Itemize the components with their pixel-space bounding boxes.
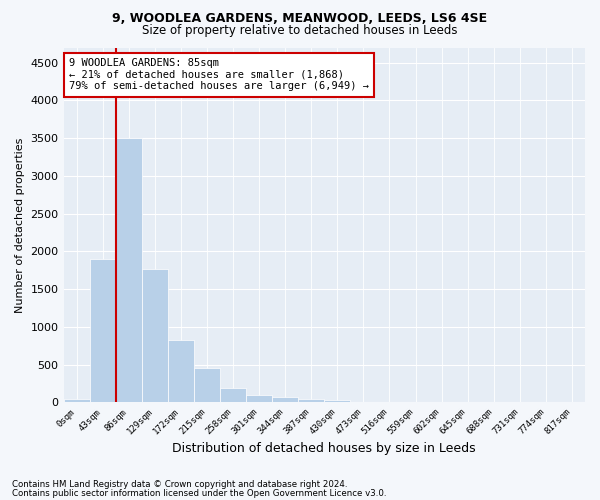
Text: Size of property relative to detached houses in Leeds: Size of property relative to detached ho… [142,24,458,37]
Text: Contains HM Land Registry data © Crown copyright and database right 2024.: Contains HM Land Registry data © Crown c… [12,480,347,489]
Bar [298,399,324,402]
Text: 9 WOODLEA GARDENS: 85sqm
← 21% of detached houses are smaller (1,868)
79% of sem: 9 WOODLEA GARDENS: 85sqm ← 21% of detach… [69,58,369,92]
Bar [272,397,298,402]
Y-axis label: Number of detached properties: Number of detached properties [15,138,25,312]
Bar [89,259,116,402]
Text: Contains public sector information licensed under the Open Government Licence v3: Contains public sector information licen… [12,489,386,498]
Bar [168,340,194,402]
Bar [64,398,89,402]
X-axis label: Distribution of detached houses by size in Leeds: Distribution of detached houses by size … [172,442,476,455]
Text: 9, WOODLEA GARDENS, MEANWOOD, LEEDS, LS6 4SE: 9, WOODLEA GARDENS, MEANWOOD, LEEDS, LS6… [112,12,488,26]
Bar [116,138,142,402]
Bar [220,388,246,402]
Bar [246,395,272,402]
Bar [142,269,168,402]
Bar [194,368,220,402]
Bar [324,400,350,402]
